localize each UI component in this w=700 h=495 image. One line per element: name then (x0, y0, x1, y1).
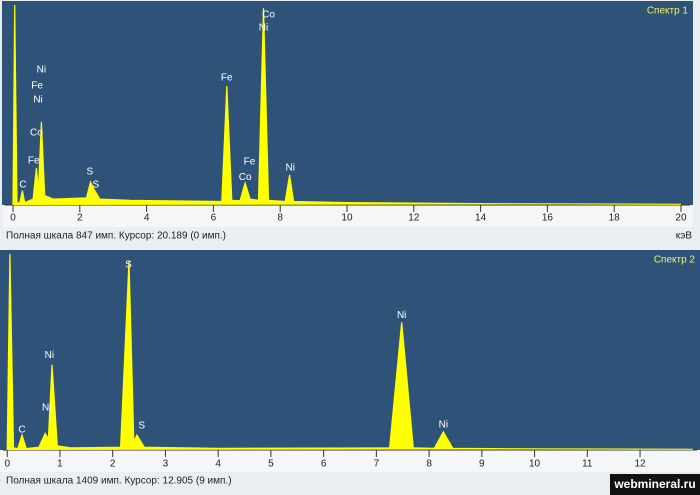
x-tick-label: 9 (479, 459, 485, 470)
x-axis-label: кэВ (676, 231, 693, 242)
peak-label: S (86, 167, 93, 178)
peak-label: Ni (45, 350, 54, 361)
x-tick-label: 10 (529, 459, 541, 470)
x-tick-label: 12 (634, 459, 646, 470)
x-tick-label: 2 (77, 213, 83, 224)
watermark: webmineral.ru (613, 477, 695, 491)
x-tick-label: 4 (215, 459, 221, 470)
x-tick-label: 12 (408, 213, 420, 224)
peak-label: S (125, 260, 132, 271)
x-tick-label: 0 (10, 213, 16, 224)
peak-label: Ni (33, 95, 42, 106)
x-tick-label: 8 (277, 213, 283, 224)
x-tick-label: 11 (582, 459, 593, 470)
x-tick-label: 10 (341, 213, 353, 224)
spectrum-title: Спектр 1 (647, 6, 689, 17)
x-tick-label: 20 (675, 213, 687, 224)
peak-label: C (18, 424, 25, 435)
x-tick-label: 8 (426, 459, 432, 470)
x-tick-label: 5 (268, 459, 274, 470)
peak-label: Ni (42, 402, 51, 413)
x-tick-label: 6 (211, 213, 217, 224)
x-tick-label: 16 (542, 213, 554, 224)
peak-label: C (19, 180, 26, 191)
peak-label: Ni (397, 310, 406, 321)
x-tick-label: 2 (110, 459, 116, 470)
plot-area (0, 250, 700, 450)
x-tick-label: 0 (4, 459, 10, 470)
x-tick-label: 1 (57, 459, 63, 470)
status-line: Полная шкала 847 имп. Курсор: 20.189 (0 … (6, 231, 226, 242)
x-tick-label: 18 (609, 213, 621, 224)
peak-label: S (138, 421, 145, 432)
peak-label: Fe (221, 73, 233, 84)
spectrum (6, 253, 693, 451)
peak-label: Fe (31, 81, 43, 92)
peak-label: Ni (285, 163, 294, 174)
peak-label: Co (239, 172, 252, 183)
peak-label: Co (262, 10, 275, 21)
peak-label: Ni (439, 419, 448, 430)
axis-strip (0, 450, 700, 472)
spectrum (12, 4, 682, 206)
peak-label: Fe (28, 156, 40, 167)
peak-label: Fe (244, 157, 256, 168)
spectrum-title: Спектр 2 (654, 255, 696, 266)
x-tick-label: 3 (163, 459, 169, 470)
peak-label: Ni (37, 65, 46, 76)
status-line: Полная шкала 1409 имп. Курсор: 12.905 (9… (6, 476, 232, 487)
plot-area (2, 1, 693, 205)
peak-label: Ni (259, 23, 268, 34)
watermark-box (610, 474, 700, 495)
x-tick-label: 7 (374, 459, 380, 470)
x-tick-label: 14 (475, 213, 487, 224)
peak-label: S (93, 180, 100, 191)
x-tick-label: 4 (144, 213, 150, 224)
x-tick-label: 6 (321, 459, 327, 470)
axis-strip (2, 205, 693, 227)
peak-label: Co (30, 128, 43, 139)
